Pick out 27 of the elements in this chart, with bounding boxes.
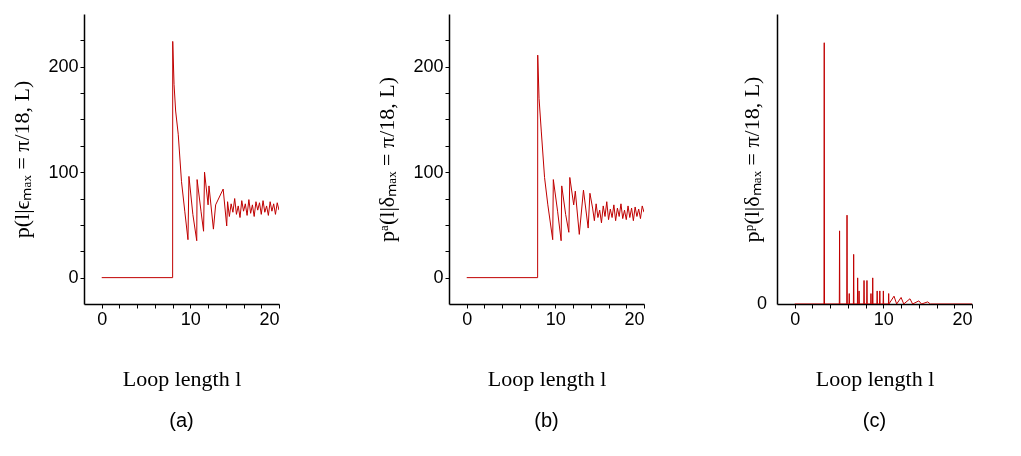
y-tick-label: 200 — [48, 56, 79, 77]
y-tick-label: 0 — [68, 267, 79, 288]
text: (a) — [169, 409, 194, 431]
x-tick-label: 10 — [545, 308, 566, 329]
line-series — [101, 40, 279, 279]
x-tick-label: 20 — [952, 308, 973, 329]
text: (b) — [534, 409, 559, 431]
line-series — [466, 54, 644, 279]
y-tick-label: 0 — [433, 267, 444, 288]
x-axis-title: Loop length l — [815, 365, 935, 391]
x-tick-label: 0 — [462, 308, 473, 329]
text: 0 — [756, 293, 767, 313]
text: (c) — [862, 409, 887, 431]
x-tick-label: 20 — [624, 308, 645, 329]
y-axis-title: p(l|ϵₘₐₓ = π/18, L) — [9, 80, 35, 239]
x-tick-label: 10 — [873, 308, 894, 329]
y-axis-title: pᵖ(l|δₘₐₓ = π/18, L) — [738, 76, 764, 243]
x-axis-title: Loop length l — [487, 365, 607, 391]
x-axis-title: Loop length l — [122, 365, 242, 391]
x-tick-label: 0 — [97, 308, 108, 329]
y-tick-label: 200 — [413, 56, 444, 77]
x-tick-label: 10 — [180, 308, 201, 329]
x-tick-label: 20 — [259, 308, 280, 329]
y-tick-label: 100 — [48, 161, 79, 182]
y-axis-title: pᵃ(l|δₘₐₓ = π/18, L) — [374, 76, 400, 243]
x-tick-label: 0 — [790, 308, 801, 329]
y-tick-label: 100 — [413, 161, 444, 182]
